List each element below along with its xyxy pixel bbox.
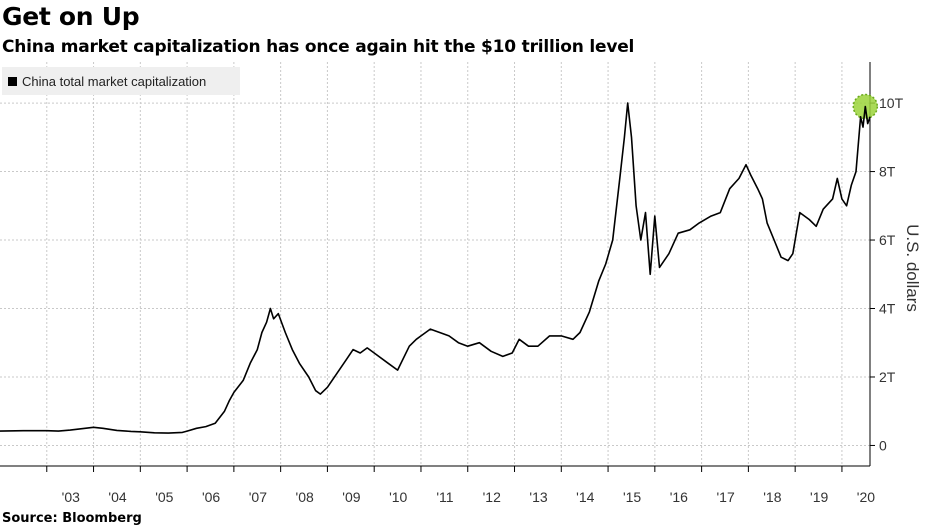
- y-tick-label-0: 0: [879, 437, 887, 453]
- x-tick-label-4: '07: [249, 489, 267, 505]
- x-tick-label-3: '06: [202, 489, 220, 505]
- x-tick-label-14: '17: [716, 489, 734, 505]
- x-tick-label-6: '09: [342, 489, 360, 505]
- legend-swatch: [8, 76, 17, 86]
- x-tick-label-15: '18: [763, 489, 781, 505]
- source-note: Source: Bloomberg: [2, 511, 142, 526]
- y-tick-label-2: 4T: [879, 301, 896, 317]
- x-tick-label-13: '16: [670, 489, 688, 505]
- x-tick-label-8: '11: [436, 489, 453, 505]
- x-tick-label-5: '08: [296, 489, 314, 505]
- x-tick-label-12: '15: [623, 489, 641, 505]
- y-tick-label-3: 6T: [879, 232, 896, 248]
- legend-label: China total market capitalization: [22, 73, 207, 89]
- x-tick-label-11: '14: [576, 489, 594, 505]
- x-tick-label-9: '12: [483, 489, 501, 505]
- x-tick-label-17: '20: [857, 489, 875, 505]
- series-line-0: [0, 102, 871, 434]
- y-tick-label-1: 2T: [879, 369, 896, 385]
- chart-subtitle: China market capitalization has once aga…: [2, 37, 635, 57]
- y-tick-label-4: 8T: [879, 164, 896, 180]
- x-tick-label-2: '05: [155, 489, 173, 505]
- x-tick-label-7: '10: [389, 489, 407, 505]
- x-tick-label-1: '04: [108, 489, 126, 505]
- x-tick-label-16: '19: [810, 489, 828, 505]
- y-tick-label-5: 10T: [879, 95, 904, 111]
- chart-title: Get on Up: [2, 2, 140, 31]
- x-tick-label-10: '13: [529, 489, 547, 505]
- x-tick-label-0: '03: [62, 489, 80, 505]
- legend: China total market capitalization: [2, 67, 240, 95]
- y-axis-title: U.S. dollars: [903, 224, 922, 312]
